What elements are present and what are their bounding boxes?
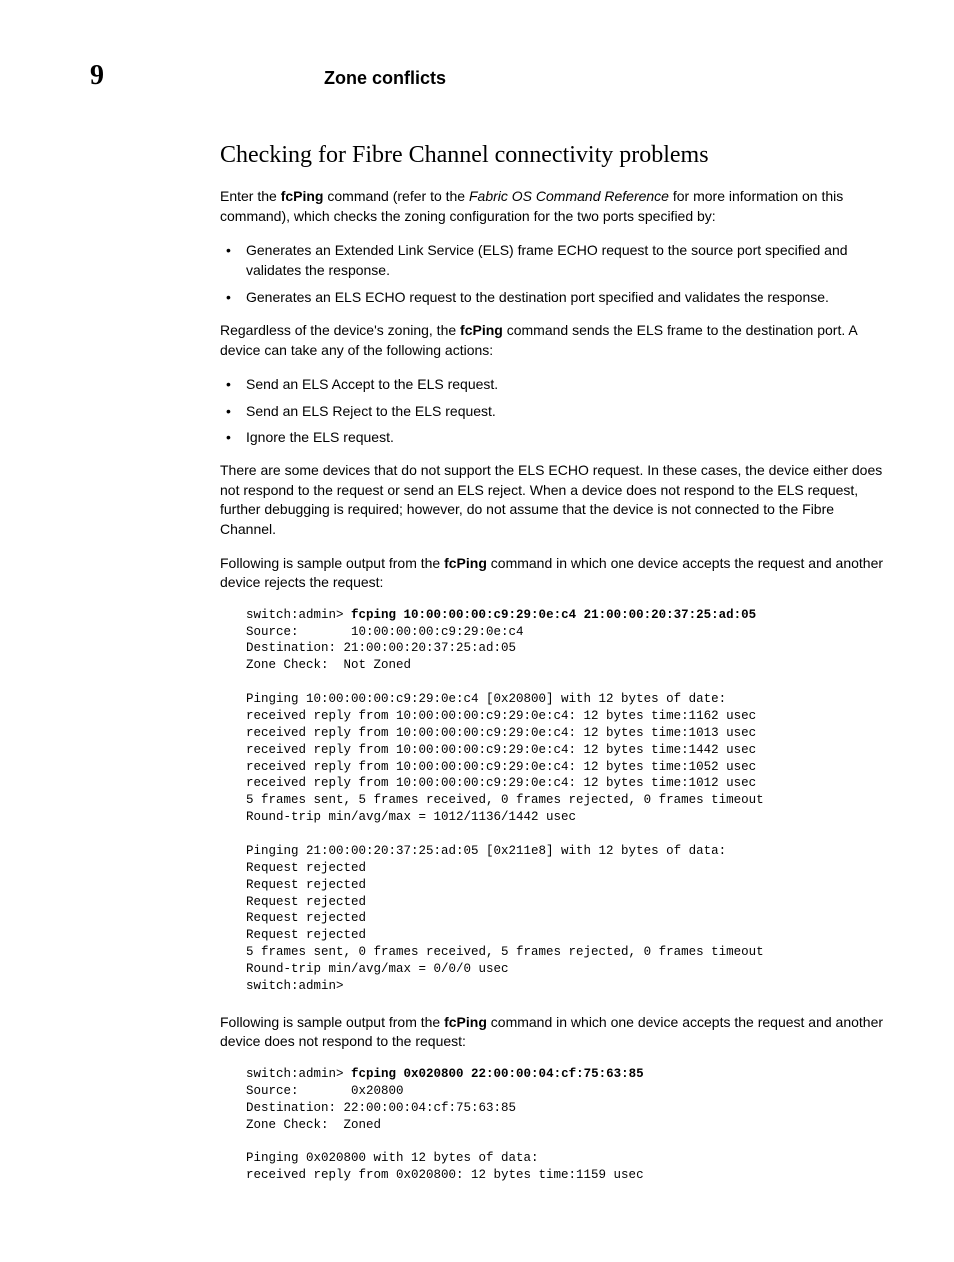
text: Regardless of the device's zoning, the: [220, 322, 460, 338]
list-item: Send an ELS Reject to the ELS request.: [220, 401, 884, 421]
code-output: Source: 0x20800 Destination: 22:00:00:04…: [246, 1084, 644, 1182]
text: Following is sample output from the: [220, 555, 444, 571]
bullet-list-1: Generates an Extended Link Service (ELS)…: [220, 240, 884, 307]
code-command: fcping 10:00:00:00:c9:29:0e:c4 21:00:00:…: [351, 608, 756, 622]
text: command (refer to the: [323, 188, 469, 204]
paragraph: Following is sample output from the fcPi…: [220, 554, 884, 593]
command-name: fcPing: [281, 188, 324, 204]
page: 9 Zone conflicts Checking for Fibre Chan…: [0, 0, 954, 1262]
content-area: Checking for Fibre Channel connectivity …: [220, 142, 884, 1184]
command-name: fcPing: [460, 322, 503, 338]
bullet-list-2: Send an ELS Accept to the ELS request. S…: [220, 374, 884, 447]
list-item: Ignore the ELS request.: [220, 427, 884, 447]
code-sample-1: switch:admin> fcping 10:00:00:00:c9:29:0…: [246, 607, 884, 995]
text: Following is sample output from the: [220, 1014, 444, 1030]
text: Enter the: [220, 188, 281, 204]
intro-paragraph: Enter the fcPing command (refer to the F…: [220, 187, 884, 226]
code-command: fcping 0x020800 22:00:00:04:cf:75:63:85: [351, 1067, 644, 1081]
command-name: fcPing: [444, 555, 487, 571]
chapter-number: 9: [90, 60, 104, 92]
code-sample-2: switch:admin> fcping 0x020800 22:00:00:0…: [246, 1066, 884, 1184]
command-name: fcPing: [444, 1014, 487, 1030]
list-item: Generates an Extended Link Service (ELS)…: [220, 240, 884, 281]
code-prompt: switch:admin>: [246, 608, 351, 622]
reference-title: Fabric OS Command Reference: [469, 188, 669, 204]
list-item: Generates an ELS ECHO request to the des…: [220, 287, 884, 307]
list-item: Send an ELS Accept to the ELS request.: [220, 374, 884, 394]
code-output: Source: 10:00:00:00:c9:29:0e:c4 Destinat…: [246, 625, 764, 993]
running-title: Zone conflicts: [324, 68, 446, 89]
paragraph: Regardless of the device's zoning, the f…: [220, 321, 884, 360]
section-heading: Checking for Fibre Channel connectivity …: [220, 142, 884, 169]
code-prompt: switch:admin>: [246, 1067, 351, 1081]
paragraph: Following is sample output from the fcPi…: [220, 1013, 884, 1052]
paragraph: There are some devices that do not suppo…: [220, 461, 884, 539]
page-header: 9 Zone conflicts: [90, 60, 884, 92]
